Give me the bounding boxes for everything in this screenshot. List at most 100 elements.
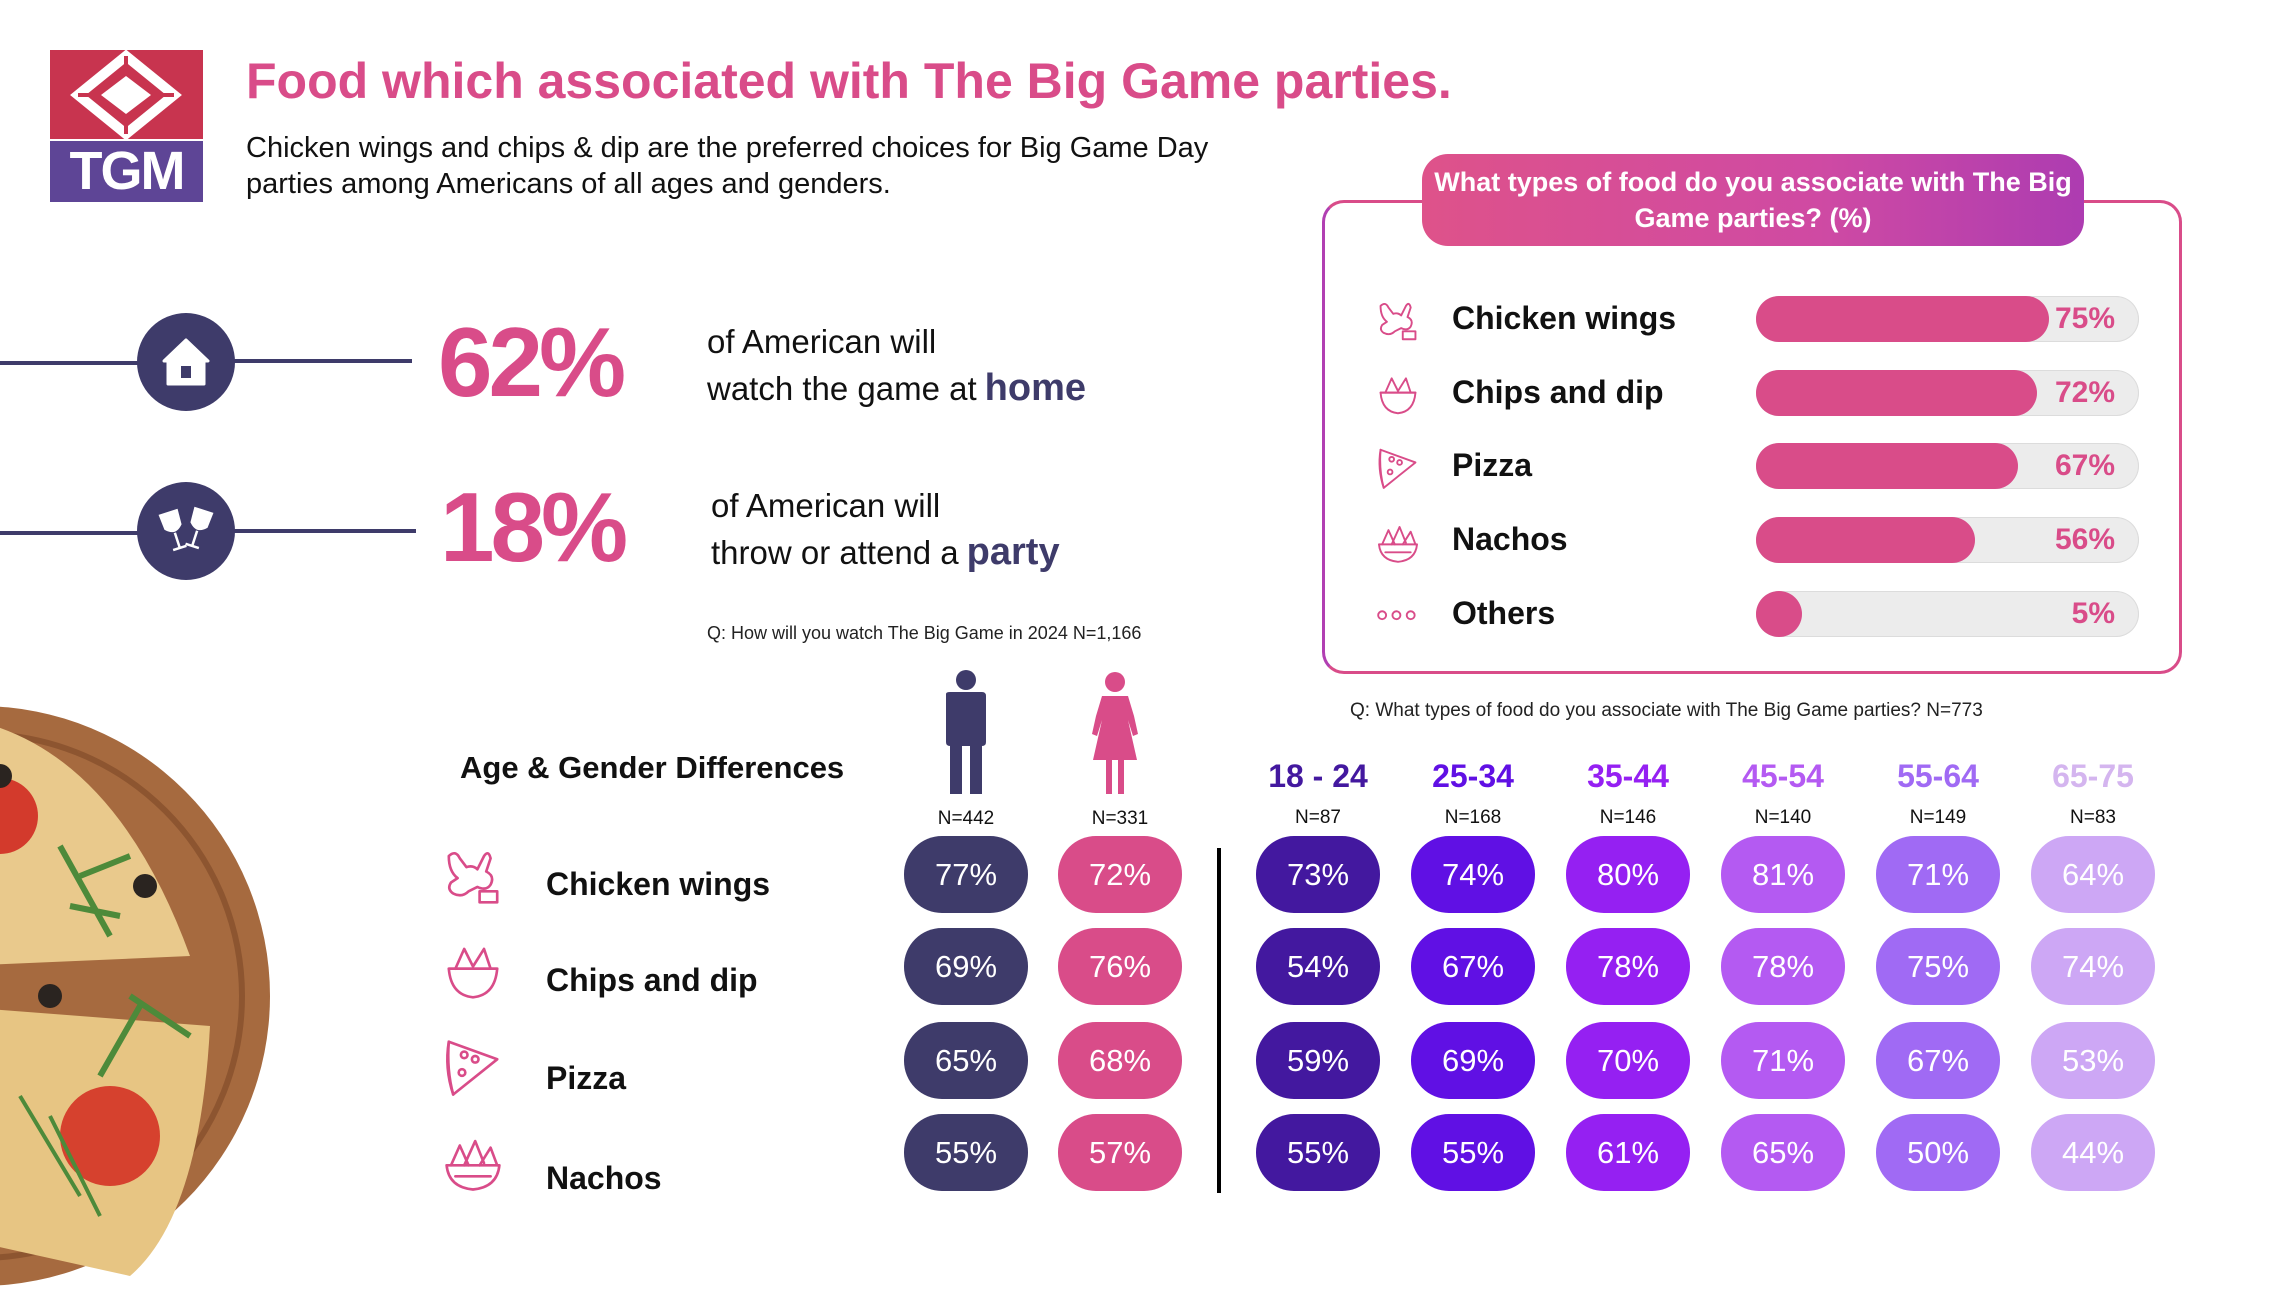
pizza-slice-icon: [440, 1035, 506, 1101]
food-bar-fill: [1756, 370, 2038, 416]
stat-party-value: 18%: [440, 472, 628, 582]
more-dots-icon: [1370, 593, 1426, 639]
table-row-label: Chicken wings: [546, 866, 771, 902]
food-bar-label: Chips and dip: [1452, 374, 1664, 410]
home-icon: [137, 313, 235, 411]
food-bar-row: Others 5%: [1370, 591, 2150, 639]
chips-and-dip-icon: [1370, 372, 1426, 418]
male-figure-icon: [940, 670, 992, 794]
food-bar-row: Pizza 67%: [1370, 443, 2150, 491]
age-group-header: 45-54: [1742, 758, 1824, 794]
age-value-pill: 65%: [1721, 1114, 1845, 1191]
age-gender-title: Age & Gender Differences: [460, 750, 845, 785]
age-value-pill: 69%: [1411, 1022, 1535, 1099]
food-bar-label: Pizza: [1452, 447, 1533, 483]
age-value-pill: 75%: [1876, 928, 2000, 1005]
stats-footnote: Q: How will you watch The Big Game in 20…: [707, 623, 1142, 643]
nachos-icon: [440, 1130, 506, 1196]
nachos-icon: [1370, 519, 1426, 565]
age-value-pill: 71%: [1721, 1022, 1845, 1099]
age-value-pill: 67%: [1876, 1022, 2000, 1099]
chicken-wings-icon: [440, 845, 506, 911]
pizza-photo: [0, 676, 276, 1296]
age-value-pill: 74%: [1411, 836, 1535, 913]
gender-value-pill: 55%: [904, 1114, 1028, 1191]
age-sample-size: N=87: [1295, 807, 1341, 828]
age-group-header: 65-75: [2052, 758, 2134, 794]
wine-glasses-toast-icon: [137, 482, 235, 580]
logo-text: TGM: [50, 141, 203, 202]
gender-value-pill: 72%: [1058, 836, 1182, 913]
table-row-label: Pizza: [546, 1060, 627, 1096]
food-bar-track: 5%: [1756, 591, 2139, 637]
age-value-pill: 59%: [1256, 1022, 1380, 1099]
tgm-logo: TGM: [50, 49, 203, 202]
logo-diamond-icon: [50, 49, 203, 141]
age-group-header: 55-64: [1897, 758, 1979, 794]
column-separator: [1217, 848, 1221, 1193]
age-value-pill: 73%: [1256, 836, 1380, 913]
food-bar-track: 75%: [1756, 296, 2139, 342]
age-group-header: 25-34: [1432, 758, 1514, 794]
age-sample-size: N=146: [1599, 807, 1657, 828]
gender-value-pill: 57%: [1058, 1114, 1182, 1191]
food-bar-label: Chicken wings: [1452, 300, 1677, 336]
age-value-pill: 71%: [1876, 836, 2000, 913]
food-bar-label: Others: [1452, 595, 1556, 631]
stat-party-text: of American will throw or attend a party: [711, 482, 1060, 576]
stat-connector-line: [0, 361, 150, 365]
food-bar-value: 5%: [2071, 597, 2115, 630]
food-bar-value: 56%: [2054, 523, 2115, 556]
age-value-pill: 50%: [1876, 1114, 2000, 1191]
age-value-pill: 55%: [1411, 1114, 1535, 1191]
age-value-pill: 53%: [2031, 1022, 2155, 1099]
stat-connector-line: [0, 531, 150, 535]
table-row-label: Chips and dip: [546, 962, 758, 998]
food-bar-track: 72%: [1756, 370, 2139, 416]
gender-value-pill: 77%: [904, 836, 1028, 913]
age-sample-size: N=168: [1444, 807, 1502, 828]
age-value-pill: 67%: [1411, 928, 1535, 1005]
food-bar-fill: [1756, 296, 2050, 342]
table-row-label: Nachos: [546, 1160, 662, 1196]
food-bar-fill: [1756, 517, 1975, 563]
food-bar-value: 72%: [2054, 376, 2115, 409]
age-value-pill: 64%: [2031, 836, 2155, 913]
stat-party-line1: of American will: [711, 487, 941, 524]
stat-party-highlight: party: [966, 531, 1060, 573]
food-bar-value: 67%: [2054, 449, 2115, 482]
gender-value-pill: 65%: [904, 1022, 1028, 1099]
gender-sample-size: N=442: [937, 808, 995, 829]
food-bar-row: Nachos 56%: [1370, 517, 2150, 565]
page-subtitle: Chicken wings and chips & dip are the pr…: [246, 132, 1209, 200]
age-sample-size: N=149: [1909, 807, 1967, 828]
stat-connector-line: [220, 359, 412, 363]
gender-value-pill: 76%: [1058, 928, 1182, 1005]
age-value-pill: 61%: [1566, 1114, 1690, 1191]
stat-connector-line: [220, 529, 416, 533]
age-value-pill: 54%: [1256, 928, 1380, 1005]
food-bar-row: Chicken wings 75%: [1370, 296, 2150, 344]
food-association-footnote: Q: What types of food do you associate w…: [1350, 700, 1983, 721]
age-sample-size: N=140: [1754, 807, 1812, 828]
stat-home-text: of American will watch the game at home: [707, 318, 1086, 412]
food-bar-track: 67%: [1756, 443, 2139, 489]
age-sample-size: N=83: [2070, 807, 2116, 828]
stat-party-line2: throw or attend a: [711, 534, 959, 571]
age-value-pill: 55%: [1256, 1114, 1380, 1191]
age-group-header: 35-44: [1587, 758, 1669, 794]
age-value-pill: 70%: [1566, 1022, 1690, 1099]
page-title: Food which associated with The Big Game …: [246, 53, 1452, 109]
stat-home-value: 62%: [438, 307, 626, 417]
food-bar-label: Nachos: [1452, 521, 1568, 557]
pizza-slice-icon: [1370, 445, 1426, 491]
age-value-pill: 80%: [1566, 836, 1690, 913]
age-value-pill: 78%: [1721, 928, 1845, 1005]
food-bar-row: Chips and dip 72%: [1370, 370, 2150, 418]
stat-home-highlight: home: [984, 367, 1087, 409]
age-value-pill: 74%: [2031, 928, 2155, 1005]
gender-value-pill: 68%: [1058, 1022, 1182, 1099]
female-figure-icon: [1086, 672, 1144, 796]
chicken-wings-icon: [1370, 298, 1426, 344]
stat-home-line2: watch the game at: [707, 370, 977, 407]
